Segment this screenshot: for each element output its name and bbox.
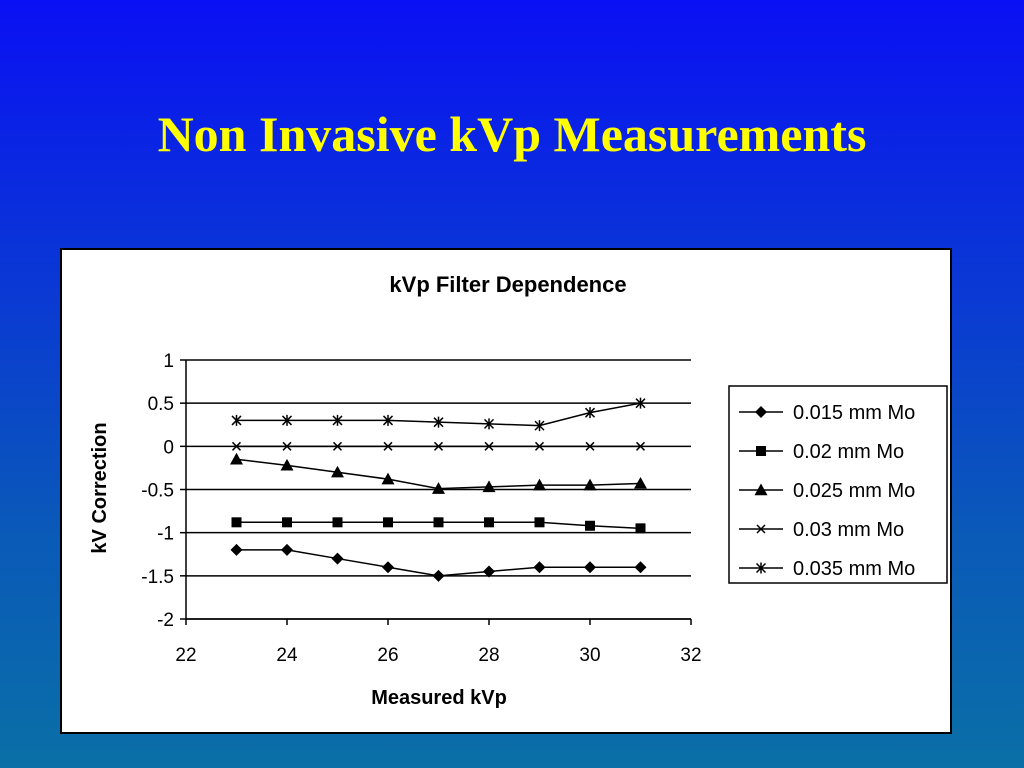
legend-entry: 0.015 mm Mo	[739, 402, 915, 424]
data-point	[584, 561, 596, 574]
data-point	[332, 441, 343, 451]
y-tick-label: 0	[163, 437, 174, 458]
data-point	[482, 480, 496, 493]
axes: 1 0.5 0 -0.5 -1 -1.5 -222 24 26 28 30 32	[141, 351, 701, 666]
y-tick-label: 0.5	[148, 394, 174, 415]
legend-items: 0.015 mm Mo 0.02 mm Mo 0.025 mm Mo 0.03 mm …	[739, 402, 915, 580]
data-point	[635, 441, 646, 451]
legend-label: 0.03 mm Mo	[793, 519, 904, 541]
data-point	[331, 465, 344, 478]
legend-marker	[756, 524, 766, 534]
data-point	[231, 414, 242, 426]
data-point	[432, 569, 445, 582]
series-triangle	[230, 452, 647, 494]
legend-label: 0.015 mm Mo	[793, 402, 915, 424]
data-point	[583, 478, 597, 491]
data-point	[382, 414, 394, 426]
data-point	[383, 441, 393, 451]
data-point	[483, 418, 495, 430]
series-x	[231, 441, 646, 451]
data-point	[383, 517, 393, 528]
data-point	[483, 565, 495, 578]
legend-entry: 0.02 mm Mo	[739, 441, 904, 463]
data-point	[534, 517, 545, 528]
legend: 0.015 mm Mo 0.02 mm Mo 0.025 mm Mo 0.03 mm …	[728, 385, 948, 584]
series-star	[231, 397, 646, 432]
data-point	[281, 414, 293, 426]
y-tick-label: 1	[163, 351, 174, 372]
data-point	[432, 482, 445, 494]
data-point	[382, 561, 394, 574]
data-point	[533, 478, 546, 491]
chart-title: kVp Filter Dependence	[389, 272, 626, 297]
y-axis-title: kV Correction	[89, 422, 111, 553]
data-point	[634, 561, 647, 574]
data-point	[433, 517, 444, 528]
x-tick-label: 28	[478, 645, 499, 666]
series-diamond	[230, 543, 647, 582]
data-point	[584, 407, 596, 419]
legend-marker	[755, 562, 767, 574]
series-square	[231, 517, 646, 534]
legend-entry: 0.035 mm Mo	[739, 558, 915, 580]
legend-entry: 0.03 mm Mo	[739, 519, 904, 541]
data-point	[484, 441, 494, 451]
data-point	[230, 543, 243, 556]
data-point	[280, 458, 294, 471]
y-tick-label: -2	[157, 610, 174, 631]
data-point	[231, 441, 242, 451]
data-point	[484, 517, 494, 528]
legend-box	[728, 385, 948, 584]
legend-marker	[754, 483, 768, 496]
legend-entry: 0.025 mm Mo	[739, 480, 915, 502]
line-chart: kVp Filter Dependence 10.50-0.5-1-1.5-22…	[89, 272, 948, 709]
data-point	[534, 441, 545, 451]
chart-frame: kVp Filter Dependence 1 0.5 0 -0.5 -1 -1.5 -2 2…	[60, 248, 952, 734]
x-tick-label: 22	[175, 645, 196, 666]
x-tick-label: 24	[276, 645, 298, 666]
data-point	[381, 472, 395, 485]
x-tick-label: 26	[377, 645, 398, 666]
data-point	[433, 416, 444, 428]
data-point	[282, 441, 292, 451]
data-point	[635, 523, 646, 534]
slide-title: Non Invasive kVp Measurements	[157, 106, 867, 162]
data-point	[533, 561, 546, 574]
series-group	[230, 397, 647, 582]
data-point	[281, 543, 293, 556]
x-tick-label: 30	[579, 645, 600, 666]
data-point	[231, 517, 242, 528]
y-tick-label: -0.5	[141, 481, 174, 502]
data-point	[332, 414, 343, 426]
data-point	[585, 441, 595, 451]
legend-label: 0.025 mm Mo	[793, 480, 915, 502]
data-point	[635, 397, 646, 409]
data-point	[282, 517, 292, 528]
data-point	[230, 452, 243, 465]
legend-label: 0.02 mm Mo	[793, 441, 904, 463]
legend-marker	[756, 446, 766, 456]
legend-marker	[755, 406, 767, 418]
data-point	[534, 420, 545, 432]
data-point	[433, 441, 444, 451]
x-tick-label: 32	[680, 645, 701, 666]
data-point	[634, 476, 647, 489]
y-tick-label: -1.5	[141, 567, 174, 588]
data-point	[585, 520, 595, 531]
legend-label: 0.035 mm Mo	[793, 558, 915, 580]
x-axis-title: Measured kVp	[371, 687, 507, 709]
data-point	[331, 552, 344, 565]
y-tick-label: -1	[157, 524, 174, 545]
data-point	[332, 517, 343, 528]
